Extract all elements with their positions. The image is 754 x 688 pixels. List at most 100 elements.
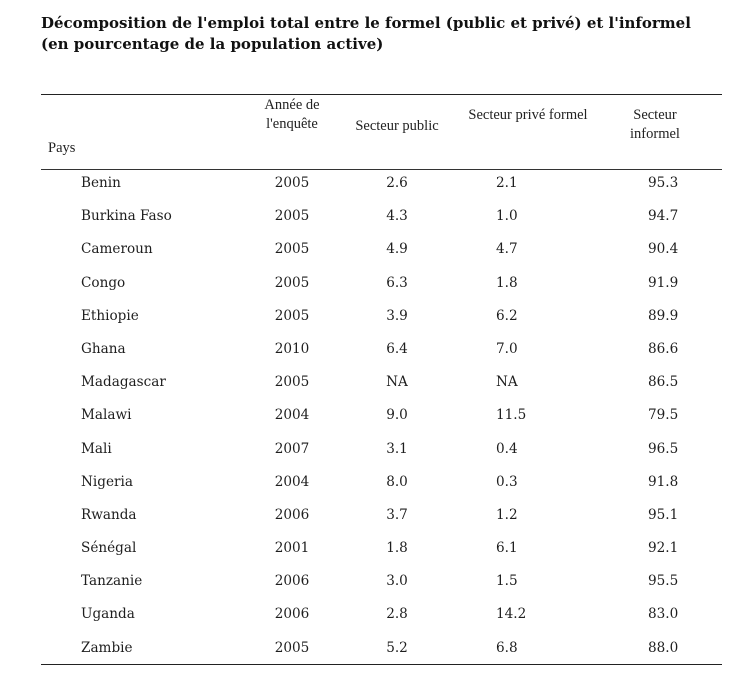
cell-secteur-informel: 86.5 (648, 374, 679, 391)
table-bottom-rule (41, 664, 722, 665)
cell-secteur-public: 4.3 (386, 208, 408, 225)
cell-secteur-public: 4.9 (386, 241, 408, 258)
cell-secteur-informel: 88.0 (648, 639, 679, 656)
cell-secteur-public: 8.0 (386, 473, 408, 490)
cell-secteur-public: 3.9 (386, 307, 408, 324)
table-row: Madagascar 2005 NA NA 86.5 (41, 371, 722, 404)
header-secteur-public: Secteur public (355, 118, 439, 134)
cell-pays: Ghana (81, 340, 126, 357)
cell-annee: 2005 (274, 241, 310, 258)
cell-secteur-informel: 91.9 (648, 274, 679, 291)
cell-secteur-public: 3.0 (386, 573, 408, 590)
cell-secteur-prive: 6.2 (496, 307, 518, 324)
cell-secteur-informel: 91.8 (648, 473, 679, 490)
table-row: Uganda 2006 2.8 14.2 83.0 (41, 603, 722, 636)
cell-secteur-prive: 11.5 (496, 407, 527, 424)
cell-secteur-prive: 1.0 (496, 208, 518, 225)
header-annee: Année de l'enquête (264, 97, 320, 132)
cell-annee: 2005 (274, 374, 310, 391)
cell-annee: 2007 (274, 440, 310, 457)
cell-annee: 2005 (274, 208, 310, 225)
cell-secteur-informel: 83.0 (648, 606, 679, 623)
cell-pays: Burkina Faso (81, 208, 172, 225)
cell-annee: 2006 (274, 573, 310, 590)
cell-secteur-informel: 79.5 (648, 407, 679, 424)
table-row: Ethiopie 2005 3.9 6.2 89.9 (41, 305, 722, 338)
cell-secteur-public: 6.4 (386, 340, 408, 357)
table-row: Zambie 2005 5.2 6.8 88.0 (41, 637, 722, 670)
cell-annee: 2005 (274, 639, 310, 656)
cell-annee: 2010 (274, 340, 310, 357)
table-row: Tanzanie 2006 3.0 1.5 95.5 (41, 570, 722, 603)
cell-pays: Rwanda (81, 506, 137, 523)
cell-annee: 2005 (274, 175, 310, 191)
cell-pays: Nigeria (81, 473, 133, 490)
table-row: Sénégal 2001 1.8 6.1 92.1 (41, 537, 722, 570)
cell-secteur-informel: 92.1 (648, 540, 679, 557)
table-row: Rwanda 2006 3.7 1.2 95.1 (41, 504, 722, 537)
cell-secteur-public: 9.0 (386, 407, 408, 424)
cell-secteur-prive: 6.1 (496, 540, 518, 557)
cell-annee: 2004 (274, 407, 310, 424)
cell-secteur-public: 3.7 (386, 506, 408, 523)
table-row: Nigeria 2004 8.0 0.3 91.8 (41, 471, 722, 504)
cell-pays: Madagascar (81, 374, 166, 391)
cell-secteur-public: 2.8 (386, 606, 408, 623)
cell-annee: 2001 (274, 540, 310, 557)
cell-pays: Uganda (81, 606, 135, 623)
cell-secteur-public: 1.8 (386, 540, 408, 557)
table-row: Congo 2005 6.3 1.8 91.9 (41, 272, 722, 305)
cell-pays: Cameroun (81, 241, 153, 258)
cell-secteur-public: 6.3 (386, 274, 408, 291)
table-row: Cameroun 2005 4.9 4.7 90.4 (41, 238, 722, 271)
table-header-rule (41, 169, 722, 170)
cell-pays: Ethiopie (81, 307, 139, 324)
table-row: Mali 2007 3.1 0.4 96.5 (41, 438, 722, 471)
header-secteur-prive: Secteur privé formel (468, 107, 588, 123)
cell-secteur-public: 3.1 (386, 440, 408, 457)
cell-annee: 2005 (274, 307, 310, 324)
header-secteur-informel: Secteur informel (630, 107, 680, 142)
cell-pays: Zambie (81, 639, 133, 656)
cell-secteur-informel: 95.3 (648, 175, 679, 191)
cell-secteur-informel: 86.6 (648, 340, 679, 357)
cell-secteur-prive: 0.4 (496, 440, 518, 457)
table-row: Malawi 2004 9.0 11.5 79.5 (41, 404, 722, 437)
cell-secteur-public: 5.2 (386, 639, 408, 656)
cell-secteur-public: NA (386, 374, 408, 391)
cell-annee: 2006 (274, 606, 310, 623)
cell-annee: 2006 (274, 506, 310, 523)
cell-secteur-prive: 1.8 (496, 274, 518, 291)
cell-pays: Congo (81, 274, 126, 291)
cell-secteur-prive: NA (496, 374, 518, 391)
cell-secteur-informel: 95.1 (648, 506, 679, 523)
table-top-rule (41, 94, 722, 95)
cell-secteur-public: 2.6 (386, 175, 408, 191)
cell-secteur-informel: 90.4 (648, 241, 679, 258)
cell-secteur-prive: 14.2 (496, 606, 527, 623)
cell-pays: Malawi (81, 407, 132, 424)
cell-pays: Mali (81, 440, 112, 457)
cell-secteur-prive: 0.3 (496, 473, 518, 490)
header-pays: Pays (48, 140, 76, 156)
cell-secteur-informel: 94.7 (648, 208, 679, 225)
cell-pays: Sénégal (81, 540, 137, 557)
cell-secteur-prive: 4.7 (496, 241, 518, 258)
table-row: Benin 2005 2.6 2.1 95.3 (41, 172, 722, 205)
cell-pays: Benin (81, 175, 121, 191)
cell-secteur-prive: 1.2 (496, 506, 518, 523)
cell-secteur-informel: 96.5 (648, 440, 679, 457)
cell-secteur-prive: 6.8 (496, 639, 518, 656)
cell-secteur-informel: 89.9 (648, 307, 679, 324)
cell-secteur-prive: 2.1 (496, 175, 518, 191)
table-title: Décomposition de l'emploi total entre le… (41, 14, 691, 53)
cell-secteur-prive: 7.0 (496, 340, 518, 357)
table-body: Benin 2005 2.6 2.1 95.3 Burkina Faso 2005 4.3 1.… (41, 172, 722, 670)
cell-secteur-prive: 1.5 (496, 573, 518, 590)
cell-annee: 2005 (274, 274, 310, 291)
cell-secteur-informel: 95.5 (648, 573, 679, 590)
table-row: Burkina Faso 2005 4.3 1.0 94.7 (41, 205, 722, 238)
cell-annee: 2004 (274, 473, 310, 490)
table-row: Ghana 2010 6.4 7.0 86.6 (41, 338, 722, 371)
cell-pays: Tanzanie (81, 573, 143, 590)
